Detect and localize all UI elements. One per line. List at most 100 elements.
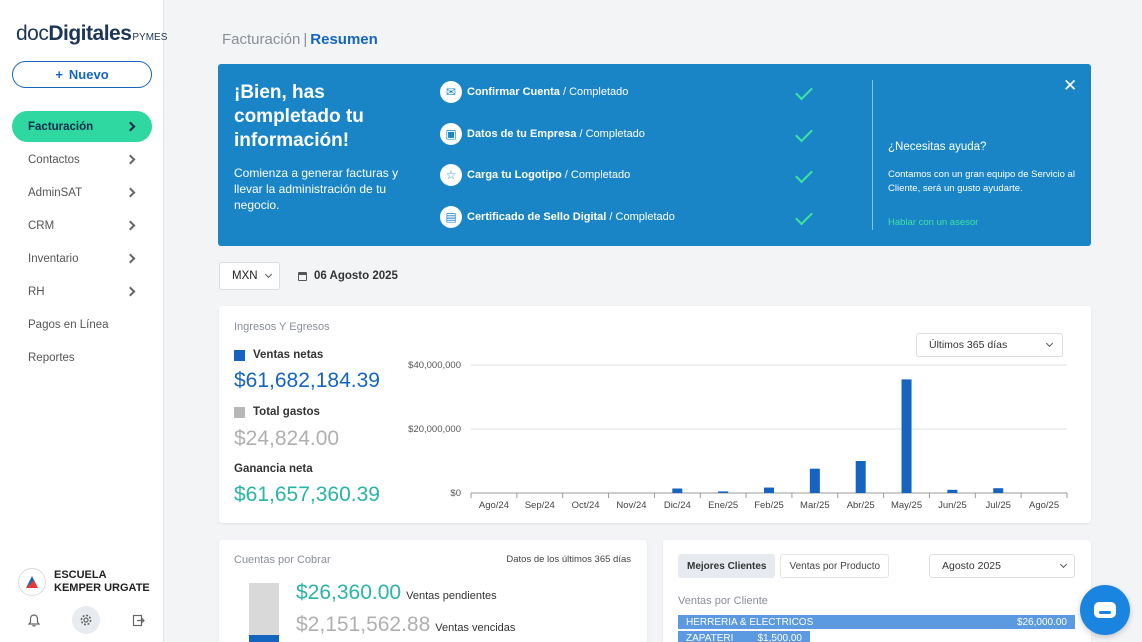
sidebar-item-inventario[interactable]: Inventario — [12, 243, 152, 274]
chevron-right-icon — [125, 286, 136, 297]
month-select[interactable]: Agosto 2025 — [929, 554, 1075, 578]
sidebar-item-facturacion[interactable]: Facturación — [12, 111, 152, 142]
certificate-icon: ▤ — [440, 206, 462, 228]
pending-sales-label: Ventas pendientes — [406, 590, 497, 602]
bell-icon[interactable] — [22, 608, 46, 632]
x-tick-label: Feb/25 — [754, 500, 784, 511]
overdue-sales-value: $2,151,562.88 — [296, 613, 431, 636]
range-note: Datos de los últimos 365 días — [506, 554, 631, 565]
net-sales-value: $61,682,184.39 — [234, 369, 380, 392]
receivables-overdue-fill — [249, 635, 279, 642]
total-expenses-value: $24,824.00 — [234, 427, 340, 450]
gear-icon[interactable] — [72, 606, 100, 634]
sidebar-item-label: Pagos en Línea — [28, 318, 109, 331]
clients-card: Mejores Clientes Ventas por Producto Ago… — [663, 540, 1091, 642]
check-icon — [795, 207, 813, 226]
x-tick-label: Ago/25 — [1029, 500, 1059, 511]
currency-select[interactable]: MXN — [219, 262, 280, 290]
step-upload-logo[interactable]: ☆ Carga tu Logotipo / Completado — [440, 164, 630, 186]
chevron-right-icon — [125, 220, 136, 231]
banner-divider — [872, 80, 873, 230]
banner-title: ¡Bien, has completado tu información! — [234, 82, 364, 151]
sidebar-item-label: Inventario — [28, 252, 79, 265]
net-profit-value: $61,657,360.39 — [234, 483, 380, 506]
x-tick-label: Dic/24 — [664, 500, 691, 511]
pending-sales-value: $26,360.00 — [296, 581, 402, 604]
sidebar-nav: Facturación Contactos AdminSAT CRM Inven… — [12, 111, 152, 375]
y-tick-label: $20,000,000 — [408, 424, 461, 435]
overdue-sales: $2,151,562.88 Ventas vencidas — [296, 613, 515, 637]
bar — [947, 489, 958, 493]
onboarding-banner: ¡Bien, has completado tu información! Co… — [218, 64, 1091, 246]
new-button-label: Nuevo — [68, 67, 109, 82]
legend-swatch — [234, 406, 245, 418]
chevron-right-icon — [125, 154, 136, 165]
company-logo-icon — [26, 576, 38, 588]
legend-net-sales: Ventas netas — [234, 349, 323, 361]
client-bar-row[interactable]: HERRERIA & ELECTRICOS $26,000.00 — [678, 615, 1075, 629]
filters-bar: MXN 06 Agosto 2025 — [219, 262, 398, 290]
y-tick-label: $0 — [450, 488, 461, 499]
sidebar-item-pagos[interactable]: Pagos en Línea — [12, 309, 152, 340]
new-button[interactable]: + Nuevo — [12, 61, 152, 88]
net-profit-label: Ganancia neta — [234, 463, 313, 475]
step-confirm-account[interactable]: ✉ Confirmar Cuenta / Completado — [440, 81, 628, 103]
check-icon — [795, 124, 813, 143]
income-chart: $0 $20,000,000 $40,000,000 Ago/24 Sep/24 Oct/… — [408, 360, 1068, 511]
sidebar-item-crm[interactable]: CRM — [12, 210, 152, 241]
legend-total-expenses: Total gastos — [234, 406, 320, 418]
step-digital-certificate[interactable]: ▤ Certificado de Sello Digital / Complet… — [440, 206, 675, 228]
sidebar-item-label: AdminSAT — [28, 186, 83, 199]
sidebar-item-contactos[interactable]: Contactos — [12, 144, 152, 175]
bar — [901, 379, 912, 493]
overdue-sales-label: Ventas vencidas — [435, 622, 516, 634]
period-value: Últimos 365 días — [929, 339, 1008, 351]
breadcrumb: Facturación | Resumen — [222, 31, 378, 48]
star-icon: ☆ — [440, 164, 462, 186]
logout-icon[interactable] — [126, 608, 150, 632]
x-tick-label: Abr/25 — [847, 500, 875, 511]
step-company-data[interactable]: ▣ Datos de tu Empresa / Completado — [440, 123, 645, 145]
briefcase-icon: ▣ — [440, 123, 462, 145]
chevron-down-icon — [1059, 560, 1068, 569]
chevron-down-icon — [264, 270, 273, 279]
sidebar-item-label: Contactos — [28, 153, 80, 166]
chevron-right-icon — [125, 253, 136, 264]
x-tick-label: Nov/24 — [616, 500, 646, 511]
date-picker[interactable]: 06 Agosto 2025 — [298, 270, 398, 282]
company-avatar — [18, 568, 46, 596]
income-expenses-card: Ingresos Y Egresos Ventas netas $61,682,… — [219, 306, 1091, 523]
clients-tabs: Mejores Clientes Ventas por Producto — [678, 554, 890, 578]
x-tick-label: Jul/25 — [986, 500, 1011, 511]
x-tick-label: Oct/24 — [572, 500, 600, 511]
x-tick-label: Ago/24 — [479, 500, 509, 511]
x-tick-label: May/25 — [891, 500, 922, 511]
help-title: ¿Necesitas ayuda? — [888, 141, 987, 153]
sidebar-item-rh[interactable]: RH — [12, 276, 152, 307]
x-tick-label: Ene/25 — [708, 500, 738, 511]
app-logo[interactable]: docDigitalesPYMES — [16, 22, 168, 45]
close-icon[interactable]: ✕ — [1063, 76, 1078, 95]
company-switcher[interactable]: ESCUELA KEMPER URGATE — [18, 568, 154, 596]
receivables-card: Cuentas por Cobrar Datos de los últimos … — [219, 540, 647, 642]
tab-sales-by-product[interactable]: Ventas por Producto — [780, 554, 890, 578]
sidebar-item-reportes[interactable]: Reportes — [12, 342, 152, 373]
sidebar-footer — [22, 606, 150, 634]
tab-best-clients[interactable]: Mejores Clientes — [678, 554, 776, 578]
sidebar-item-label: CRM — [28, 219, 55, 232]
client-bar-row[interactable]: ZAPATERI $1,500.00 — [678, 631, 810, 642]
sidebar-item-adminsat[interactable]: AdminSAT — [12, 177, 152, 208]
chat-button[interactable] — [1080, 585, 1130, 635]
clients-subtitle: Ventas por Cliente — [678, 595, 768, 607]
bar — [764, 487, 774, 493]
period-select[interactable]: Últimos 365 días — [916, 333, 1063, 357]
month-value: Agosto 2025 — [942, 560, 1001, 572]
sidebar: docDigitalesPYMES + Nuevo Facturación Co… — [0, 0, 168, 642]
breadcrumb-section[interactable]: Facturación — [222, 31, 301, 48]
bar — [718, 491, 729, 493]
card-title: Ingresos Y Egresos — [234, 321, 330, 333]
receivables-stack-bar — [249, 583, 279, 642]
sidebar-item-label: Reportes — [28, 351, 75, 364]
talk-to-advisor-link[interactable]: Hablar con un asesor — [888, 217, 979, 228]
check-icon — [795, 82, 813, 101]
